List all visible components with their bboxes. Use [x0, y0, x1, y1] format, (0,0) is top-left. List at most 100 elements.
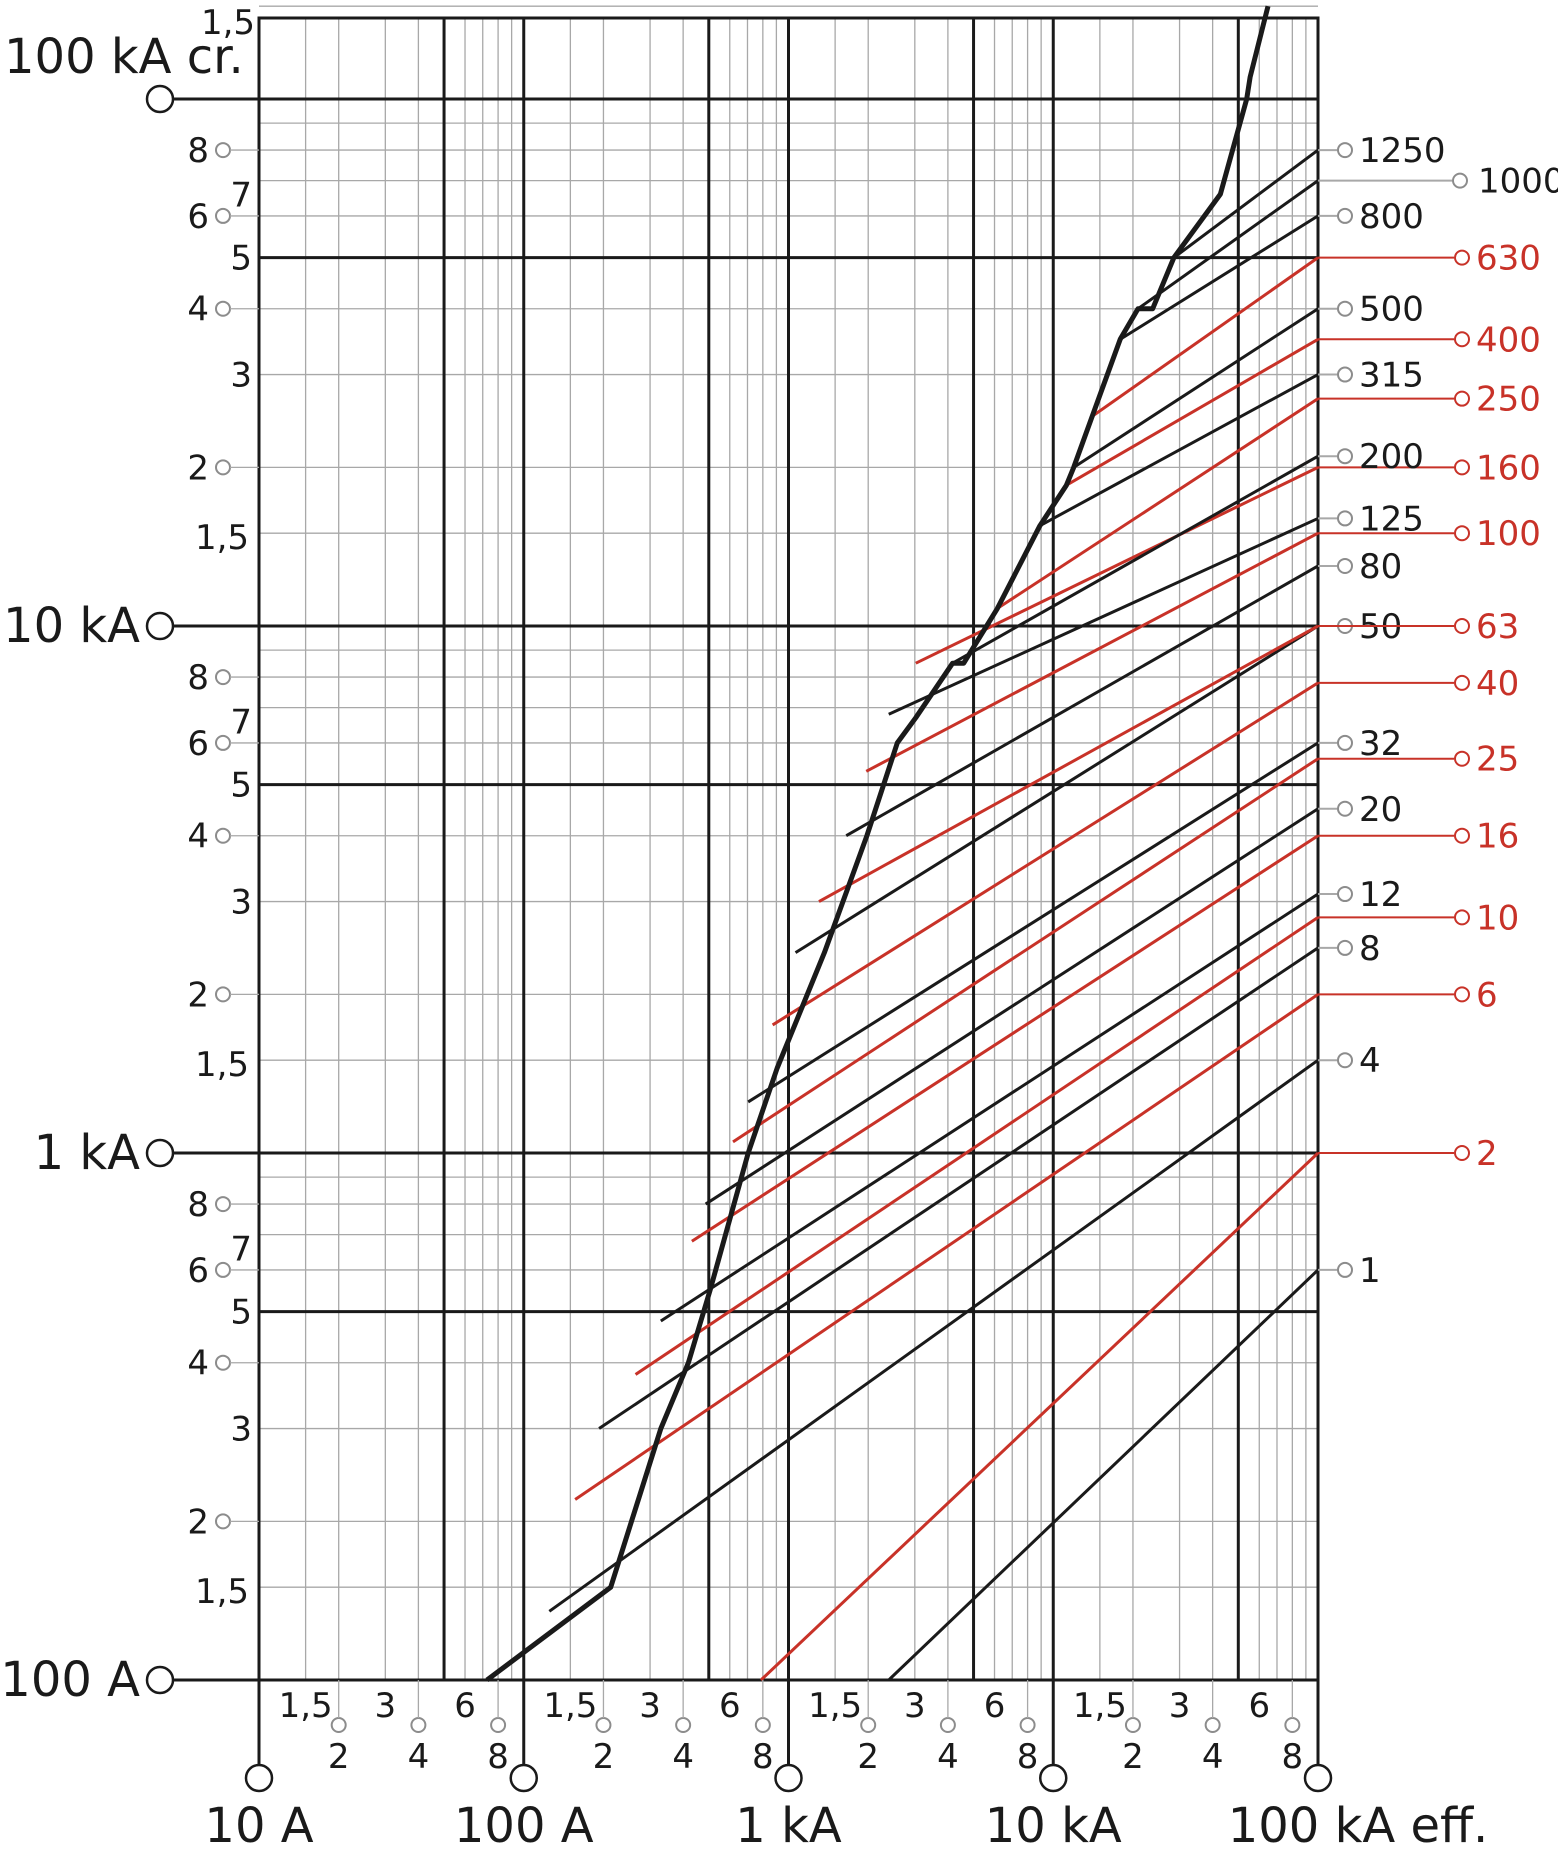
- series-label-8: 8: [1359, 929, 1381, 969]
- series-lines: [548, 148, 1320, 1682]
- y-minor-marker: [215, 1354, 231, 1371]
- x-minor-label: 6: [1248, 1686, 1270, 1726]
- y-minor-label: 1,5: [195, 1572, 249, 1612]
- series-label-63: 63: [1476, 607, 1519, 647]
- y-minor-label: 7: [230, 1230, 252, 1270]
- series-marker-10: [1454, 909, 1470, 926]
- series-label-12: 12: [1359, 875, 1402, 915]
- x-minor-label: 4: [937, 1737, 959, 1777]
- x-minor-marker: [939, 1717, 956, 1733]
- series-line-250: [996, 397, 1319, 610]
- y-decade-label: 1 kA: [34, 1125, 141, 1181]
- y-minor-label: 5: [230, 766, 252, 806]
- series-marker-80: [1337, 557, 1353, 574]
- series-label-400: 400: [1476, 320, 1541, 360]
- series-marker-800: [1337, 207, 1353, 224]
- series-marker-400: [1454, 331, 1470, 348]
- x-minor-label: 6: [984, 1686, 1006, 1726]
- x-minor-marker: [754, 1717, 771, 1733]
- y-minor-label: 4: [187, 817, 209, 857]
- series-line-100: [865, 531, 1319, 773]
- y-minor-label: 6: [187, 197, 209, 237]
- x-minor-marker: [1124, 1717, 1141, 1733]
- series-marker-32: [1337, 734, 1353, 751]
- x-minor-label: 8: [1017, 1737, 1039, 1777]
- series-label-315: 315: [1359, 356, 1424, 396]
- series-label-40: 40: [1476, 664, 1519, 704]
- series-line-1250: [1172, 148, 1319, 259]
- x-decade-marker: [509, 1763, 538, 1793]
- series-label-32: 32: [1359, 724, 1402, 764]
- series-marker-6: [1454, 986, 1470, 1003]
- y-decade-label: 100 A: [0, 1652, 140, 1708]
- y-minor-label: 4: [187, 1344, 209, 1384]
- x-decade-label: 100 kA eff.: [1228, 1798, 1489, 1852]
- series-line-2: [759, 1151, 1320, 1682]
- series-marker-40: [1454, 674, 1470, 691]
- series-label-6: 6: [1476, 975, 1498, 1015]
- series-line-40: [771, 681, 1319, 1027]
- y-decade-label: 100 kA cr.: [4, 29, 244, 85]
- x-decade-marker: [1303, 1763, 1333, 1793]
- series-line-12: [660, 892, 1319, 1323]
- series-label-1000: 1000: [1478, 162, 1558, 202]
- series-marker-160: [1454, 459, 1470, 476]
- y-minor-label: 2: [187, 1502, 209, 1542]
- x-decade-label: 10 A: [204, 1798, 313, 1852]
- series-line-50: [794, 624, 1319, 954]
- x-minor-label: 8: [1282, 1737, 1304, 1777]
- x-minor-label: 1,5: [543, 1686, 597, 1726]
- y-minor-label: 4: [187, 290, 209, 330]
- y-minor-label: 7: [230, 703, 252, 743]
- series-label-1250: 1250: [1359, 131, 1446, 171]
- y-minor-label: 1,5: [195, 1045, 249, 1085]
- series-label-10: 10: [1476, 898, 1519, 938]
- x-minor-label: 8: [752, 1737, 774, 1777]
- series-marker-12: [1337, 886, 1353, 903]
- y-top-label: 1,5: [201, 3, 255, 43]
- y-minor-label: 8: [187, 658, 209, 698]
- y-minor-marker: [215, 1261, 231, 1278]
- series-label-500: 500: [1359, 290, 1424, 330]
- x-minor-label: 1,5: [1073, 1686, 1127, 1726]
- series-label-125: 125: [1359, 499, 1424, 539]
- y-minor-marker: [215, 1513, 231, 1530]
- y-minor-label: 3: [230, 883, 252, 923]
- x-decade-label: 10 kA: [985, 1798, 1122, 1852]
- series-marker-1000: [1452, 172, 1468, 189]
- series-line-630: [1091, 256, 1319, 418]
- x-minor-label: 2: [1122, 1737, 1144, 1777]
- series-label-250: 250: [1476, 380, 1541, 420]
- series-line-16: [691, 834, 1319, 1243]
- x-decade-marker: [774, 1763, 803, 1793]
- series-label-630: 630: [1476, 239, 1541, 279]
- x-minor-marker: [490, 1717, 507, 1733]
- y-decade-label: 10 kA: [3, 598, 140, 654]
- series-line-4: [548, 1058, 1319, 1613]
- y-minor-label: 5: [230, 239, 252, 279]
- series-marker-100: [1454, 525, 1470, 542]
- y-minor-label: 3: [230, 1410, 252, 1450]
- x-minor-marker: [1019, 1717, 1036, 1733]
- series-marker-1: [1337, 1261, 1353, 1278]
- series-line-800: [1119, 214, 1319, 341]
- series-label-25: 25: [1476, 740, 1519, 780]
- series-marker-315: [1337, 366, 1353, 383]
- envelope-curve: [485, 5, 1271, 1682]
- series-label-2: 2: [1476, 1134, 1498, 1174]
- envelope-line: [485, 5, 1271, 1682]
- y-minor-marker: [215, 827, 231, 844]
- y-minor-label: 2: [187, 448, 209, 488]
- series-marker-125: [1337, 510, 1353, 527]
- series-line-10: [634, 916, 1319, 1376]
- y-minor-marker: [215, 142, 231, 159]
- series-line-6: [574, 993, 1319, 1501]
- y-decade-marker: [145, 611, 175, 641]
- series-label-20: 20: [1359, 790, 1402, 830]
- series-label-16: 16: [1476, 817, 1519, 857]
- x-decade-label: 100 A: [454, 1798, 594, 1852]
- y-minor-marker: [215, 734, 231, 751]
- series-label-200: 200: [1359, 437, 1424, 477]
- x-minor-label: 1,5: [279, 1686, 333, 1726]
